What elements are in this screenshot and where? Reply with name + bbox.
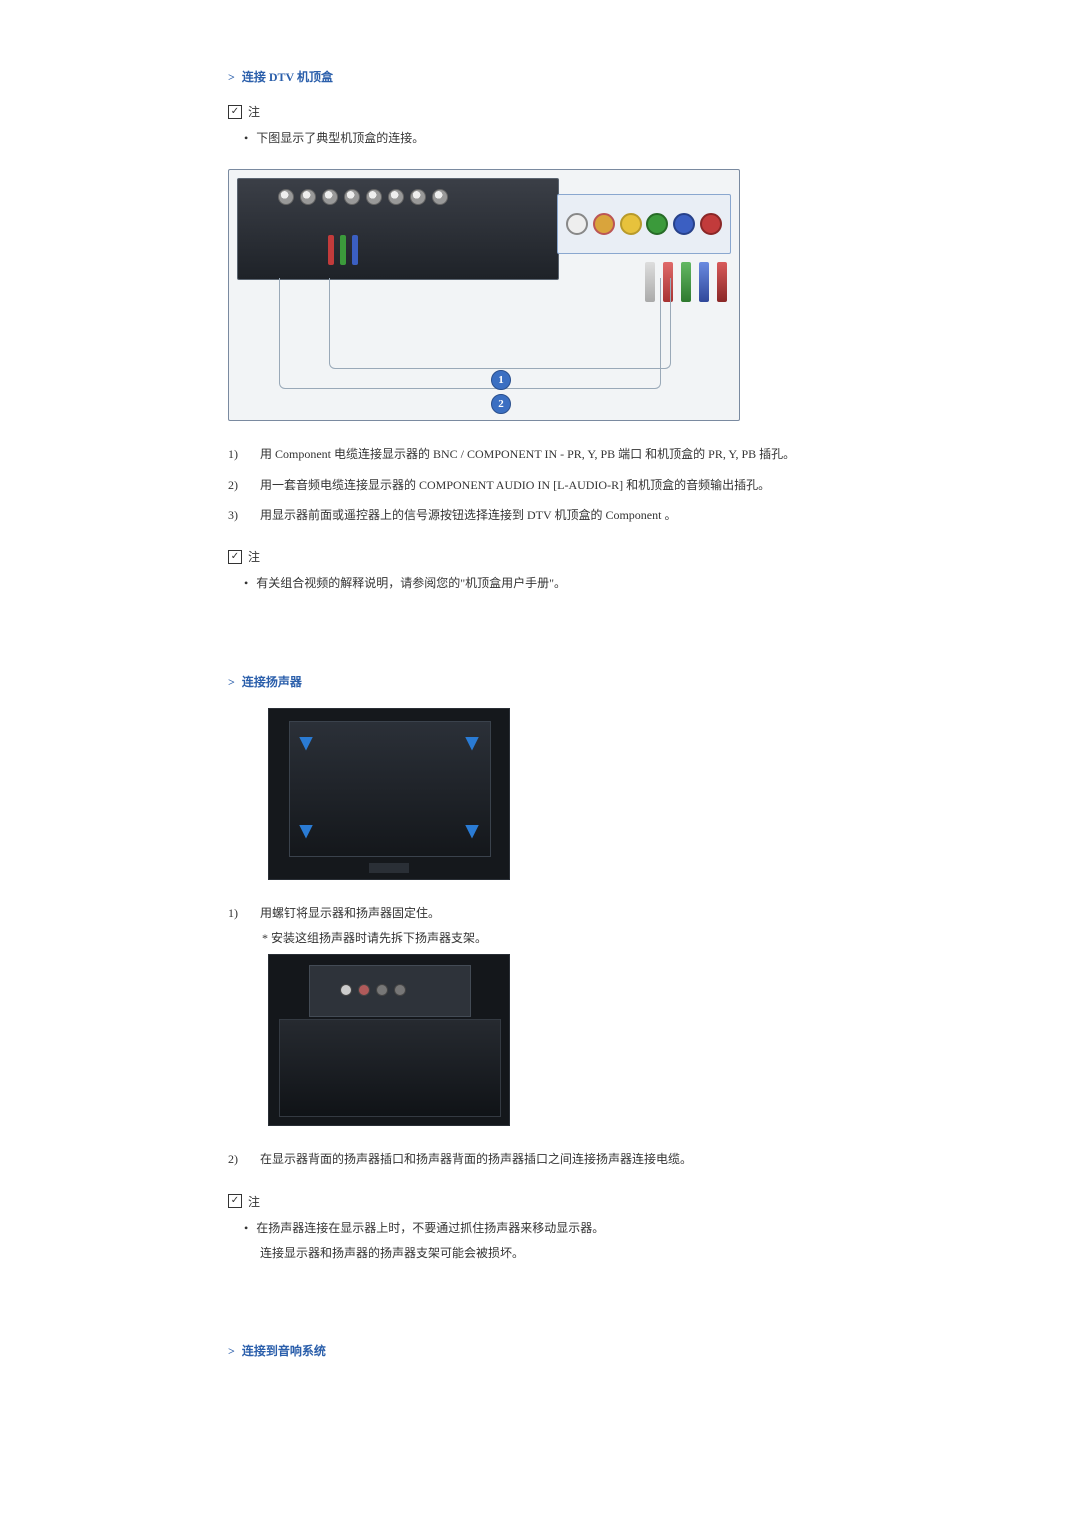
jack-icon: [344, 189, 360, 205]
step-subtext: * 安装这组扬声器时请先拆下扬声器支架。: [228, 928, 868, 948]
steps-list: 2) 在显示器背面的扬声器插口和扬声器背面的扬声器插口之间连接扬声器连接电缆。: [228, 1144, 868, 1174]
plug-red2: [717, 262, 727, 302]
checkbox-icon: ✓: [228, 1194, 242, 1208]
jack-icon: [358, 984, 370, 996]
cable-path: [329, 278, 671, 369]
mini-jacks: [340, 984, 406, 996]
checkbox-icon: ✓: [228, 550, 242, 564]
step-number: 2): [228, 1149, 246, 1169]
port-y: [646, 213, 668, 235]
section-title-speaker: > 连接扬声器: [228, 673, 868, 690]
note-heading: ✓ 注: [228, 548, 868, 565]
list-item: 连接显示器和扬声器的扬声器支架可能会被损坏。: [228, 1241, 868, 1266]
pin-green: [340, 235, 346, 265]
monitor-back-panel: [237, 178, 559, 280]
step-text: 用显示器前面或遥控器上的信号源按钮选择连接到 DTV 机顶盒的 Componen…: [260, 505, 676, 525]
chevron-icon: >: [228, 675, 235, 689]
jack-row: [278, 189, 448, 205]
monitor-body: [279, 1019, 501, 1117]
step-text: 用一套音频电缆连接显示器的 COMPONENT AUDIO IN [L-AUDI…: [260, 475, 770, 495]
port-audio-l: [566, 213, 588, 235]
step-text: 用 Component 电缆连接显示器的 BNC / COMPONENT IN …: [260, 444, 795, 464]
jack-icon: [432, 189, 448, 205]
jack-icon: [340, 984, 352, 996]
settop-box-ports: [557, 194, 731, 254]
note-heading: ✓ 注: [228, 1193, 868, 1210]
callout-2: 2: [491, 394, 511, 414]
note-text: 连接显示器和扬声器的扬声器支架可能会被损坏。: [260, 1244, 524, 1263]
step-number: 1): [228, 903, 246, 923]
port-pb: [673, 213, 695, 235]
list-item: • 下图显示了典型机顶盒的连接。: [228, 126, 868, 151]
jack-icon: [410, 189, 426, 205]
list-item: • 在扬声器连接在显示器上时，不要通过抓住扬声器来移动显示器。: [228, 1216, 868, 1241]
list-item: • 有关组合视频的解释说明，请参阅您的"机顶盒用户手册"。: [228, 571, 868, 596]
step-number: 3): [228, 505, 246, 525]
list-item: 1) 用 Component 电缆连接显示器的 BNC / COMPONENT …: [228, 439, 868, 469]
jack-icon: [394, 984, 406, 996]
note-label: 注: [248, 1193, 260, 1210]
note-text: 有关组合视频的解释说明，请参阅您的"机顶盒用户手册"。: [256, 574, 566, 593]
section-title-dtv: > 连接 DTV 机顶盒: [228, 68, 868, 85]
pin-red: [328, 235, 334, 265]
port-video: [620, 213, 642, 235]
bullet-icon: •: [244, 574, 248, 593]
monitor-stand: [369, 863, 409, 873]
jack-icon: [388, 189, 404, 205]
list-item: 3) 用显示器前面或遥控器上的信号源按钮选择连接到 DTV 机顶盒的 Compo…: [228, 500, 868, 530]
steps-list: 1) 用 Component 电缆连接显示器的 BNC / COMPONENT …: [228, 439, 868, 530]
jack-icon: [322, 189, 338, 205]
figure-speaker-mount: [228, 708, 868, 880]
note-list-bottom: • 有关组合视频的解释说明，请参阅您的"机顶盒用户手册"。: [228, 571, 868, 596]
jack-icon: [300, 189, 316, 205]
port-pr: [700, 213, 722, 235]
section-title-text: 连接扬声器: [242, 675, 302, 689]
pin-blue: [352, 235, 358, 265]
list-item: 1) 用螺钉将显示器和扬声器固定住。: [228, 898, 868, 928]
chevron-icon: >: [228, 1344, 235, 1358]
monitor-rear: [289, 721, 491, 857]
jack-icon: [376, 984, 388, 996]
component-pins: [328, 235, 358, 265]
note-text: 下图显示了典型机顶盒的连接。: [256, 129, 424, 148]
diagram-container: [268, 954, 510, 1126]
note-heading: ✓ 注: [228, 103, 868, 120]
note-text: 在扬声器连接在显示器上时，不要通过抓住扬声器来移动显示器。: [256, 1219, 604, 1238]
section-title-text: 连接 DTV 机顶盒: [242, 70, 333, 84]
step-text: 在显示器背面的扬声器插口和扬声器背面的扬声器插口之间连接扬声器连接电缆。: [260, 1149, 692, 1169]
speaker-port-panel: [309, 965, 471, 1017]
spacer: [228, 1284, 868, 1334]
figure-speaker-cable: [228, 954, 868, 1126]
bullet-icon: •: [244, 1219, 248, 1238]
step-number: 1): [228, 444, 246, 464]
checkbox-icon: ✓: [228, 105, 242, 119]
note-label: 注: [248, 103, 260, 120]
section-title-audio-system: > 连接到音响系统: [228, 1342, 868, 1359]
section-title-text: 连接到音响系统: [242, 1344, 326, 1358]
jack-icon: [278, 189, 294, 205]
figure-dtv-connection: 1 2: [228, 169, 868, 421]
plug-blue: [699, 262, 709, 302]
list-item: 2) 用一套音频电缆连接显示器的 COMPONENT AUDIO IN [L-A…: [228, 470, 868, 500]
note-label: 注: [248, 548, 260, 565]
note-list-top: • 下图显示了典型机顶盒的连接。: [228, 126, 868, 151]
step-text: 用螺钉将显示器和扬声器固定住。: [260, 903, 440, 923]
plug-green: [681, 262, 691, 302]
steps-list: 1) 用螺钉将显示器和扬声器固定住。 * 安装这组扬声器时请先拆下扬声器支架。: [228, 898, 868, 949]
port-audio-r: [593, 213, 615, 235]
spacer: [228, 615, 868, 665]
diagram-container: 1 2: [228, 169, 740, 421]
diagram-container: [268, 708, 510, 880]
step-number: 2): [228, 475, 246, 495]
document-page: > 连接 DTV 机顶盒 ✓ 注 • 下图显示了典型机顶盒的连接。: [0, 0, 868, 1417]
chevron-icon: >: [228, 70, 235, 84]
list-item: 2) 在显示器背面的扬声器插口和扬声器背面的扬声器插口之间连接扬声器连接电缆。: [228, 1144, 868, 1174]
note-list: • 在扬声器连接在显示器上时，不要通过抓住扬声器来移动显示器。 连接显示器和扬声…: [228, 1216, 868, 1266]
bullet-icon: •: [244, 129, 248, 148]
jack-icon: [366, 189, 382, 205]
